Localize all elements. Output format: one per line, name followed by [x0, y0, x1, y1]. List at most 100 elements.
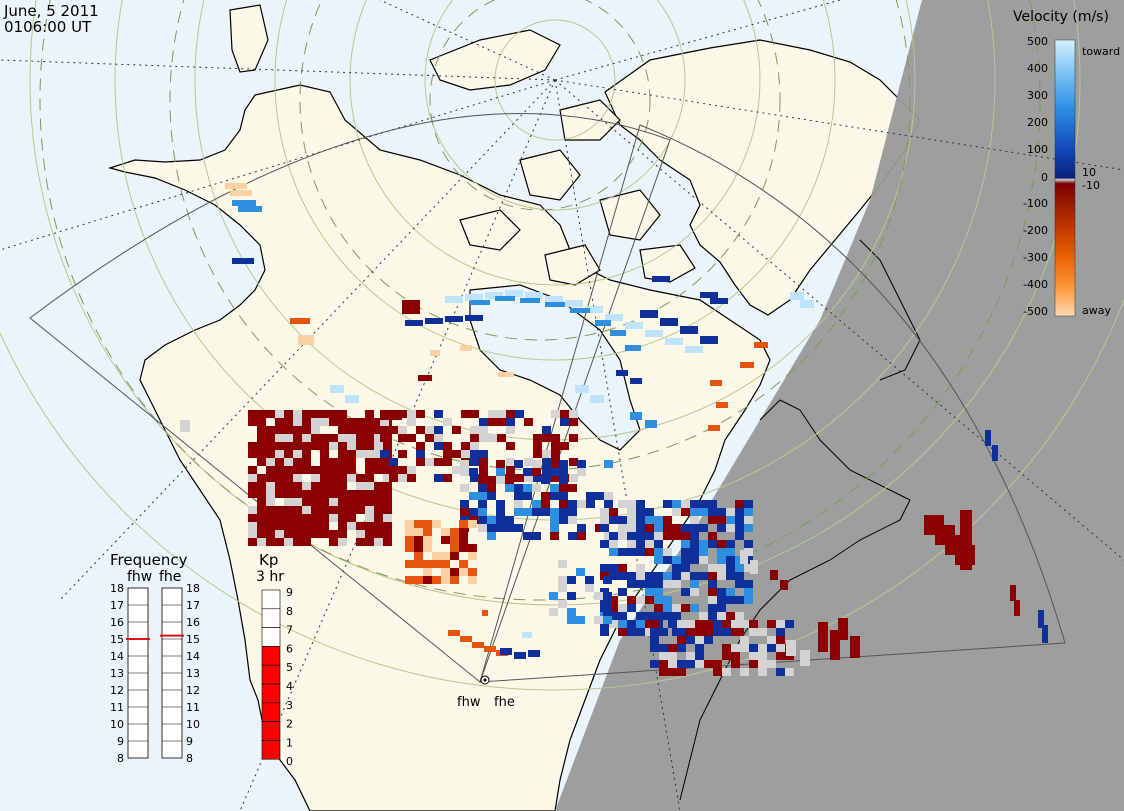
velocity-cell — [654, 612, 663, 620]
velocity-cell — [374, 538, 383, 546]
velocity-cell — [523, 468, 532, 476]
velocity-cell — [365, 506, 374, 514]
velocity-cell — [380, 466, 389, 474]
velocity-cell — [577, 500, 586, 508]
frequency-tick-left: 16 — [110, 616, 124, 629]
velocity-cell — [735, 500, 744, 508]
velocity-cell — [708, 564, 717, 572]
velocity-ticks: 500400300200100100-10-100-200-300-400-50… — [1023, 35, 1100, 318]
velocity-cell — [595, 320, 611, 326]
velocity-cell — [717, 508, 726, 516]
velocity-cell — [257, 418, 266, 426]
velocity-cell — [528, 650, 540, 657]
velocity-cell — [618, 564, 627, 572]
velocity-cell — [609, 604, 618, 612]
velocity-cell — [405, 528, 414, 536]
velocity-cell — [365, 426, 374, 434]
velocity-cell — [257, 538, 266, 546]
velocity-tick-label: -100 — [1023, 197, 1048, 210]
velocity-cell — [450, 568, 459, 576]
velocity-cell — [266, 530, 275, 538]
frequency-tick-right: 10 — [186, 718, 200, 731]
velocity-cell — [565, 300, 583, 307]
velocity-cell — [423, 568, 432, 576]
velocity-cell — [356, 522, 365, 530]
frequency-bars: 18 18 17 17 16 16 15 15 14 14 13 13 12 12 11 11 10 10 9 9 8 8 — [110, 582, 200, 765]
velocity-cell — [731, 652, 740, 660]
velocity-cell — [744, 556, 753, 564]
velocity-cell — [776, 652, 785, 660]
velocity-cell — [347, 418, 356, 426]
velocity-cell — [374, 490, 383, 498]
velocity-cell — [329, 474, 338, 482]
velocity-cell — [744, 516, 753, 524]
velocity-cell — [551, 474, 560, 482]
velocity-cell — [627, 508, 636, 516]
velocity-cell — [533, 474, 542, 482]
velocity-cell — [677, 668, 686, 676]
velocity-cell — [347, 498, 356, 506]
velocity-cell — [645, 508, 654, 516]
velocity-cell — [659, 668, 668, 676]
velocity-cell — [266, 426, 275, 434]
kp-segment — [261, 683, 281, 704]
velocity-cell — [487, 524, 496, 532]
velocity-cell — [960, 510, 972, 570]
velocity-cell — [767, 644, 776, 652]
velocity-cell — [329, 514, 338, 522]
velocity-cell — [618, 548, 627, 556]
velocity-cell — [654, 588, 663, 596]
velocity-tick-label: 200 — [1027, 116, 1048, 129]
velocity-cell — [569, 410, 578, 418]
velocity-cell — [610, 330, 626, 336]
velocity-cell — [257, 522, 266, 530]
velocity-cell — [551, 450, 560, 458]
velocity-cell — [478, 484, 487, 492]
velocity-cell — [800, 650, 810, 666]
velocity-cell — [704, 628, 713, 636]
velocity-cell — [740, 362, 754, 368]
velocity-cell — [293, 522, 302, 530]
frequency-tick-left: 8 — [117, 752, 124, 765]
velocity-cell — [338, 466, 347, 474]
velocity-cell — [500, 648, 512, 655]
velocity-cell — [407, 410, 416, 418]
velocity-cell — [266, 434, 275, 442]
velocity-cell — [650, 628, 659, 636]
velocity-cell — [293, 434, 302, 442]
velocity-cell — [686, 636, 695, 644]
frequency-tick-right: 12 — [186, 684, 200, 697]
velocity-cell — [645, 572, 654, 580]
velocity-cell — [515, 474, 524, 482]
velocity-cell — [585, 584, 594, 592]
velocity-cell — [627, 580, 636, 588]
velocity-cell — [654, 580, 663, 588]
velocity-cell — [542, 466, 551, 474]
velocity-cell — [681, 572, 690, 580]
velocity-cell — [699, 540, 708, 548]
velocity-cell — [320, 442, 329, 450]
velocity-cell — [650, 636, 659, 644]
radar-label-fhw: fhw — [457, 695, 481, 710]
velocity-cell — [302, 442, 311, 450]
velocity-cell — [293, 442, 302, 450]
velocity-cell — [818, 622, 828, 652]
velocity-cell — [645, 628, 654, 636]
velocity-cell — [636, 620, 645, 628]
velocity-cell — [496, 468, 505, 476]
velocity-cell — [423, 544, 432, 552]
velocity-cell — [389, 474, 398, 482]
velocity-cell — [559, 484, 568, 492]
velocity-cell — [609, 612, 618, 620]
velocity-cell — [758, 660, 767, 668]
velocity-cell — [749, 644, 758, 652]
velocity-cell — [627, 628, 636, 636]
velocity-cell — [726, 540, 735, 548]
velocity-cell — [275, 410, 284, 418]
velocity-cell — [569, 458, 578, 466]
velocity-cell — [248, 466, 257, 474]
velocity-cell — [302, 410, 311, 418]
velocity-tick-label: 400 — [1027, 62, 1048, 75]
velocity-cell — [695, 652, 704, 660]
velocity-cell — [496, 476, 505, 484]
